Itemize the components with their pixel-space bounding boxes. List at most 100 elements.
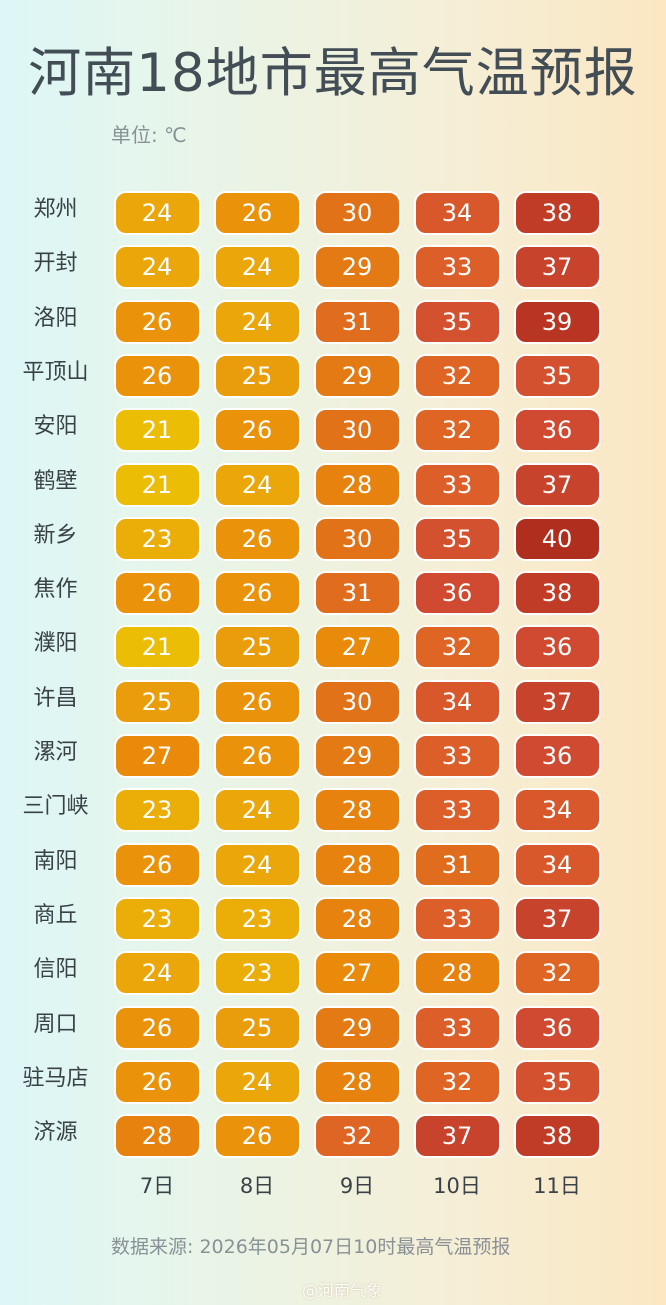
row-label: 商丘 [33, 902, 78, 928]
temperature-cell: 35 [413, 516, 501, 561]
temperature-cell: 37 [513, 896, 601, 941]
temperature-cell: 24 [113, 191, 201, 235]
row-label: 焦作 [33, 577, 78, 603]
row-label: 三门峡 [22, 794, 89, 820]
temperature-cell: 31 [313, 299, 401, 344]
temperature-cell: 36 [513, 408, 601, 453]
unit-label: 单位: ℃ [111, 123, 187, 147]
page-title: 河南18地市最高气温预报 [28, 43, 638, 104]
temperature-cell: 27 [113, 734, 201, 778]
temperature-cell: 37 [413, 1114, 501, 1159]
temperature-cell: 32 [413, 625, 501, 670]
temperature-cell: 39 [513, 299, 601, 344]
row-label: 洛阳 [33, 305, 78, 331]
temperature-cell: 32 [413, 353, 501, 398]
temperature-cell: 38 [513, 191, 601, 235]
row-label: 鹤壁 [33, 468, 78, 494]
temperature-cell: 28 [313, 462, 401, 507]
temperature-cell: 38 [513, 1114, 601, 1159]
temperature-cell: 37 [513, 245, 601, 290]
temperature-cell: 29 [313, 1005, 401, 1050]
temperature-cell: 25 [213, 353, 301, 398]
temperature-cell: 23 [213, 951, 301, 996]
temperature-cell: 34 [513, 788, 601, 833]
row-label: 开封 [33, 251, 78, 277]
temperature-cell: 29 [313, 353, 401, 398]
temperature-cell: 33 [413, 462, 501, 507]
row-label: 许昌 [33, 685, 78, 711]
temperature-cell: 30 [313, 516, 401, 561]
temperature-cell: 24 [113, 951, 201, 996]
temperature-cell: 24 [113, 245, 201, 290]
temperature-cell: 26 [213, 679, 301, 724]
temperature-cell: 24 [213, 462, 301, 507]
temperature-cell: 30 [313, 191, 401, 235]
temperature-cell: 24 [213, 245, 301, 290]
temperature-cell: 36 [513, 1005, 601, 1050]
temperature-cell: 21 [113, 408, 201, 453]
data-source-note: 数据来源: 2026年05月07日10时最高气温预报 [111, 1236, 511, 1258]
temperature-cell: 23 [113, 896, 201, 941]
temperature-cell: 25 [213, 1005, 301, 1050]
temperature-cell: 23 [113, 516, 201, 561]
temperature-cell: 23 [113, 788, 201, 833]
temperature-cell: 27 [313, 951, 401, 996]
temperature-cell: 25 [213, 625, 301, 670]
temperature-cell: 26 [113, 1005, 201, 1050]
temperature-cell: 36 [513, 734, 601, 778]
temperature-cell: 34 [513, 842, 601, 887]
temperature-cell: 26 [113, 842, 201, 887]
temperature-cell: 37 [513, 462, 601, 507]
temperature-cell: 33 [413, 788, 501, 833]
row-label: 平顶山 [22, 359, 89, 385]
temperature-cell: 26 [113, 571, 201, 616]
temperature-cell: 36 [513, 625, 601, 670]
temperature-cell: 37 [513, 679, 601, 724]
temperature-cell: 28 [313, 896, 401, 941]
temperature-cell: 26 [213, 408, 301, 453]
temperature-cell: 34 [413, 679, 501, 724]
row-label: 周口 [33, 1011, 78, 1037]
temperature-cell: 26 [213, 191, 301, 235]
row-label: 新乡 [33, 522, 78, 548]
temperature-cell: 35 [513, 1059, 601, 1104]
temperature-cell: 28 [113, 1114, 201, 1159]
temperature-cell: 31 [413, 842, 501, 887]
temperature-cell: 28 [413, 951, 501, 996]
temperature-cell: 26 [213, 571, 301, 616]
row-label: 驻马店 [22, 1065, 89, 1091]
temperature-cell: 33 [413, 734, 501, 778]
temperature-cell: 35 [413, 299, 501, 344]
row-label: 漯河 [33, 740, 78, 765]
column-label: 8日 [239, 1174, 275, 1198]
temperature-cell: 26 [213, 1114, 301, 1159]
row-label: 濮阳 [33, 631, 78, 657]
temperature-cell: 21 [113, 625, 201, 670]
temperature-cell: 21 [113, 462, 201, 507]
temperature-cell: 28 [313, 1059, 401, 1104]
temperature-cell: 24 [213, 1059, 301, 1104]
temperature-cell: 32 [413, 1059, 501, 1104]
temperature-cell: 33 [413, 896, 501, 941]
temperature-cell: 28 [313, 842, 401, 887]
weibo-watermark: @河南气象 [302, 1281, 383, 1300]
row-label: 南阳 [33, 848, 78, 874]
temperature-cell: 32 [313, 1114, 401, 1159]
temperature-cell: 26 [113, 299, 201, 344]
row-label: 安阳 [33, 414, 78, 440]
temperature-cell: 40 [513, 516, 601, 561]
temperature-cell: 36 [413, 571, 501, 616]
temperature-cell: 26 [213, 734, 301, 778]
column-label: 11日 [533, 1174, 581, 1198]
temperature-cell: 26 [213, 516, 301, 561]
temperature-cell: 29 [313, 245, 401, 290]
temperature-cell: 28 [313, 788, 401, 833]
column-label: 9日 [339, 1174, 375, 1198]
row-label: 济源 [33, 1120, 78, 1146]
temperature-cell: 24 [213, 842, 301, 887]
temperature-cell: 24 [213, 299, 301, 344]
temperature-cell: 23 [213, 896, 301, 941]
row-label: 信阳 [33, 957, 78, 983]
temperature-cell: 38 [513, 571, 601, 616]
